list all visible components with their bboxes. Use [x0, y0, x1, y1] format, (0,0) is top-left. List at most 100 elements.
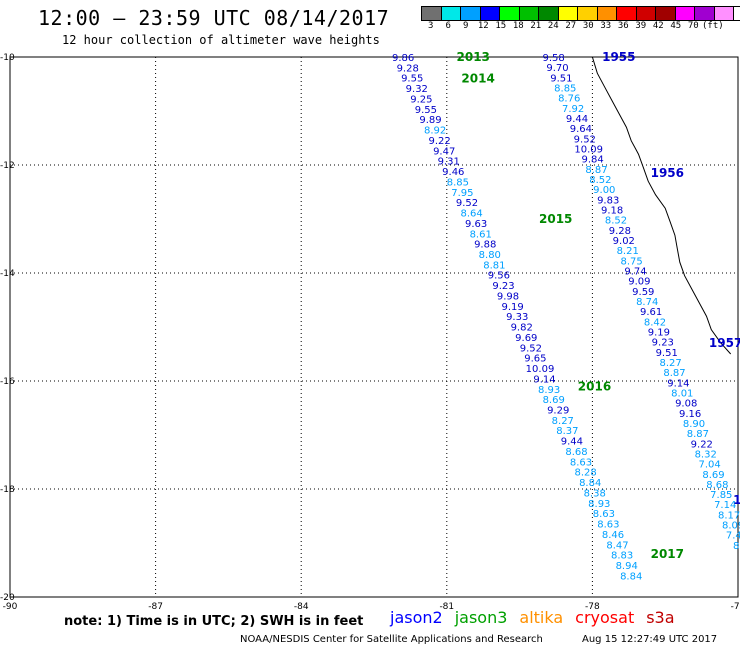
y-tick-label: -16 [0, 377, 15, 387]
time-label: 1956 [651, 166, 684, 180]
wave-height-value: 7.44 [726, 531, 740, 542]
wave-height-value: 8.84 [579, 478, 601, 489]
wave-height-value: 9.64 [570, 124, 592, 135]
wave-height-value: 8.63 [570, 457, 592, 468]
wave-height-value: 9.19 [501, 302, 523, 313]
wave-height-value: 9.09 [628, 277, 650, 288]
wave-height-value: 8.85 [554, 84, 576, 95]
timestamp-text: Aug 15 12:27:49 UTC 2017 [582, 634, 718, 645]
wave-height-value: 7.92 [562, 104, 584, 115]
wave-height-value: 9.18 [601, 206, 623, 217]
y-tick-label: -18 [0, 485, 15, 495]
wave-height-value: 8.94 [616, 561, 638, 572]
wave-height-value: 9.25 [410, 95, 432, 106]
wave-height-value: 9.56 [488, 271, 510, 282]
wave-height-value: 8.68 [706, 480, 728, 491]
wave-height-value: 9.55 [401, 74, 423, 85]
wave-height-value: 7.14 [714, 500, 736, 511]
wave-height-value: 9.08 [675, 399, 697, 410]
time-label: 2013 [457, 50, 490, 64]
wave-height-value: 9.69 [515, 333, 537, 344]
wave-height-value: 9.31 [438, 157, 460, 168]
color-scale-label: 30 [582, 21, 594, 31]
wave-height-value: 8.69 [543, 395, 565, 406]
color-scale-labels: 3 6 9 12 15 18 21 24 27 30 33 36 39 42 45 70 (ft) [422, 21, 724, 31]
wave-height-value: 7.95 [451, 188, 473, 199]
time-label: 1 [733, 493, 740, 507]
wave-height-value: 8.52 [605, 216, 627, 227]
wave-height-value: 9.74 [624, 267, 646, 278]
color-scale-label: 6 [445, 21, 451, 31]
wave-height-value: 8.76 [558, 94, 580, 105]
page-subtitle: 12 hour collection of altimeter wave hei… [62, 33, 380, 47]
x-tick-label: -75 [731, 602, 740, 612]
wave-height-value: 8.32 [695, 449, 717, 460]
coastline [591, 56, 732, 355]
wave-height-value: 9.61 [640, 307, 662, 318]
wave-height-value: 8.93 [538, 385, 560, 396]
wave-height-value: 9.63 [465, 219, 487, 230]
y-tick-label: -10 [0, 53, 15, 63]
wave-height-value: 8.09 [722, 521, 740, 532]
wave-height-value: 9.58 [542, 53, 564, 64]
wave-height-value: 8.21 [617, 246, 639, 257]
wave-height-value: 9.51 [550, 73, 572, 84]
color-scale-label: 39 [635, 21, 647, 31]
wave-height-value: 9.83 [597, 195, 619, 206]
color-scale-label: 18 [512, 21, 524, 31]
color-scale-label: 45 [670, 21, 682, 31]
page-title: 12:00 – 23:59 UTC 08/14/2017 [38, 6, 390, 30]
wave-height-value: 8.46 [602, 530, 624, 541]
wave-height-value: 8.63 [597, 520, 619, 531]
wave-height-value: 8.61 [470, 229, 492, 240]
wave-height-value: 9.16 [679, 409, 701, 420]
wave-height-value: 8.87 [585, 165, 607, 176]
wave-height-value: 8.87 [663, 368, 685, 379]
color-scale-label: 70 [687, 21, 699, 31]
wave-height-value: 8.90 [683, 419, 705, 430]
satellite-legend: jason2 jason3 altika cryosat s3a [390, 608, 675, 627]
wave-height-value: 8.17 [718, 510, 740, 521]
wave-height-value: 8.69 [702, 470, 724, 481]
wave-height-value: 8.27 [552, 416, 574, 427]
time-label: 2016 [578, 379, 611, 393]
color-scale-label: 33 [600, 21, 612, 31]
wave-height-value: 8.87 [687, 429, 709, 440]
time-label: 1957 [709, 336, 740, 350]
wave-height-value: 8.75 [620, 256, 642, 267]
wave-height-value: 9.59 [632, 287, 654, 298]
x-tick-label: -87 [148, 602, 163, 612]
wave-height-value: 8.52 [589, 175, 611, 186]
wave-height-value: 9.23 [652, 338, 674, 349]
wave-height-value: 9.52 [574, 134, 596, 145]
time-label: 1955 [602, 50, 635, 64]
wave-height-value: 9.19 [648, 327, 670, 338]
wave-height-value: 9.28 [397, 63, 419, 74]
wave-height-value: 9.98 [497, 292, 519, 303]
wave-height-value: 9.89 [419, 115, 441, 126]
time-label: 2015 [539, 212, 572, 226]
legend-jason3: jason3 [454, 608, 508, 627]
wave-height-value: 9.88 [474, 240, 496, 251]
legend-cryosat: cryosat [575, 608, 635, 627]
wave-height-value: 10.09 [574, 145, 603, 156]
wave-height-value: 8.64 [460, 209, 482, 220]
color-scale-label: 12 [477, 21, 489, 31]
color-scale-label: 15 [495, 21, 507, 31]
time-label: 2014 [461, 72, 494, 86]
wave-height-value: 8.68 [565, 447, 587, 458]
legend-jason2: jason2 [390, 608, 443, 627]
wave-height-value: 8.74 [636, 297, 658, 308]
color-scale-label: 3 [428, 21, 434, 31]
wave-height-value: 9.22 [428, 136, 450, 147]
wave-height-value: 8.81 [483, 260, 505, 271]
color-scale-label: 9 [463, 21, 469, 31]
wave-height-value: 7.85 [710, 490, 732, 501]
wave-height-value: 9.33 [506, 312, 528, 323]
legend-s3a: s3a [646, 608, 675, 627]
wave-height-value: 8.93 [588, 499, 610, 510]
credit-text: NOAA/NESDIS Center for Satellite Applica… [240, 634, 543, 645]
wave-height-value: 8.28 [574, 468, 596, 479]
x-tick-label: -90 [3, 602, 18, 612]
